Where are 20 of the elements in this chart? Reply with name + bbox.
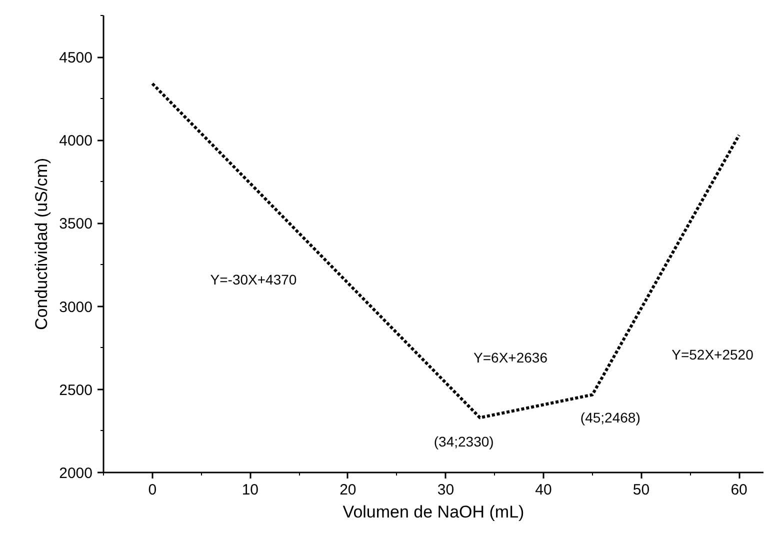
x-axis-title: Volumen de NaOH (mL) [342, 502, 524, 522]
y-tick-label: 4000 [59, 132, 93, 150]
annotation: (34;2330) [434, 434, 494, 450]
x-tick-label: 20 [340, 482, 356, 498]
y-tick-label: 2500 [59, 382, 93, 399]
annotation: Y=52X+2520 [672, 346, 754, 362]
x-tick-label: 30 [437, 482, 454, 498]
annotation: Y=-30X+4370 [210, 272, 297, 288]
x-tick-label: 40 [535, 482, 552, 498]
y-tick-label: 3500 [59, 216, 93, 233]
x-tick-label: 10 [242, 482, 259, 498]
y-tick-label: 4500 [59, 50, 93, 67]
y-axis-title: Conductividad (uS/cm) [32, 158, 52, 330]
x-tick-label: 0 [148, 482, 157, 498]
y-tick-label: 3000 [59, 298, 93, 316]
y-tick-label: 2000 [59, 465, 93, 482]
annotation: Y=6X+2636 [474, 350, 548, 366]
annotation: (45;2468) [580, 410, 640, 426]
x-tick-label: 60 [730, 482, 748, 498]
x-tick-label: 50 [632, 482, 650, 498]
